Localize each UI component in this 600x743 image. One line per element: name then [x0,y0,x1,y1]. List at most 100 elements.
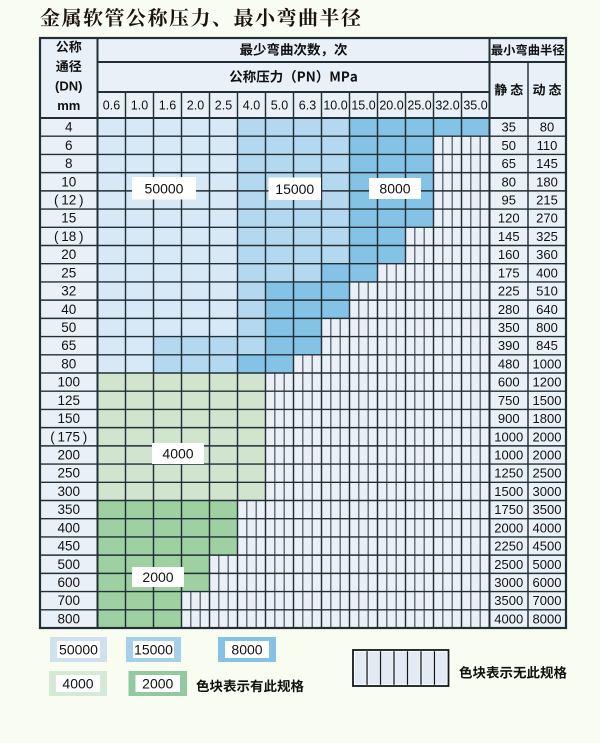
svg-text:4000: 4000 [62,676,93,692]
svg-text:180: 180 [536,174,558,189]
svg-text:40: 40 [61,302,76,317]
svg-text:1250: 1250 [494,466,523,481]
svg-text:350: 350 [57,502,80,517]
svg-text:7000: 7000 [533,593,562,608]
svg-text:( 18 ): ( 18 ) [54,229,83,244]
svg-text:800: 800 [57,611,80,626]
svg-text:700: 700 [57,593,80,608]
svg-text:1.6: 1.6 [159,99,176,113]
svg-text:50000: 50000 [59,642,98,658]
svg-text:2.5: 2.5 [215,99,232,113]
svg-text:800: 800 [536,320,558,335]
svg-text:270: 270 [536,211,558,226]
svg-text:mm: mm [57,98,80,113]
svg-text:110: 110 [537,138,558,153]
svg-text:25.0: 25.0 [407,99,431,113]
svg-text:750: 750 [498,393,520,408]
svg-text:65: 65 [61,338,76,353]
svg-text:280: 280 [498,302,520,317]
svg-text:2000: 2000 [533,429,562,444]
svg-text:160: 160 [498,247,520,262]
svg-text:1500: 1500 [533,393,562,408]
svg-text:0.6: 0.6 [103,99,120,113]
svg-text:4500: 4500 [533,539,562,554]
svg-text:8000: 8000 [379,181,410,197]
svg-text:20: 20 [61,247,76,262]
svg-text:400: 400 [536,265,558,280]
svg-text:15000: 15000 [275,181,314,197]
svg-text:1000: 1000 [494,429,523,444]
svg-text:32: 32 [61,284,76,299]
svg-text:145: 145 [536,156,558,171]
svg-text:1000: 1000 [494,447,523,462]
svg-text:2000: 2000 [142,569,173,585]
svg-text:20.0: 20.0 [379,99,403,113]
svg-text:125: 125 [57,393,80,408]
svg-text:50: 50 [61,320,76,335]
svg-text:450: 450 [57,539,80,554]
svg-text:600: 600 [498,375,520,390]
svg-text:4000: 4000 [533,520,562,535]
svg-text:500: 500 [57,557,80,572]
svg-text:6: 6 [65,138,73,153]
svg-text:175: 175 [498,265,520,280]
svg-text:( 12 ): ( 12 ) [54,192,83,207]
svg-text:480: 480 [498,356,520,371]
svg-text:150: 150 [57,411,80,426]
svg-text:510: 510 [536,284,558,299]
svg-text:845: 845 [536,338,558,353]
svg-text:8000: 8000 [231,642,262,658]
svg-text:2250: 2250 [494,539,523,554]
svg-text:2500: 2500 [494,557,523,572]
svg-text:50000: 50000 [145,180,184,196]
svg-text:2.0: 2.0 [187,99,204,113]
svg-text:1000: 1000 [533,356,562,371]
svg-text:32.0: 32.0 [435,99,459,113]
svg-text:5000: 5000 [533,557,562,572]
svg-text:8000: 8000 [533,611,562,626]
svg-text:1500: 1500 [494,484,523,499]
svg-text:120: 120 [498,211,520,226]
svg-text:80: 80 [61,356,76,371]
svg-text:1.0: 1.0 [131,99,148,113]
svg-text:145: 145 [498,229,520,244]
svg-text:2000: 2000 [494,520,523,535]
svg-text:80: 80 [540,120,554,135]
svg-text:640: 640 [536,302,558,317]
svg-text:600: 600 [57,575,80,590]
svg-text:2000: 2000 [142,676,173,692]
svg-text:900: 900 [498,411,520,426]
svg-text:3000: 3000 [533,484,562,499]
svg-text:225: 225 [498,284,520,299]
svg-text:65: 65 [502,156,516,171]
svg-text:390: 390 [498,338,520,353]
svg-text:4: 4 [65,120,73,135]
svg-text:300: 300 [57,484,80,499]
svg-text:200: 200 [57,447,80,462]
svg-text:350: 350 [498,320,520,335]
svg-text:3000: 3000 [494,575,523,590]
svg-text:1800: 1800 [533,411,562,426]
svg-text:(DN): (DN) [55,79,82,94]
svg-text:3500: 3500 [494,593,523,608]
svg-text:250: 250 [57,466,80,481]
svg-text:100: 100 [57,375,80,390]
svg-text:325: 325 [536,229,558,244]
svg-text:360: 360 [536,247,558,262]
svg-text:35.0: 35.0 [463,99,487,113]
svg-text:35: 35 [502,120,516,135]
svg-text:25: 25 [61,265,76,280]
svg-text:8: 8 [65,156,73,171]
svg-text:2500: 2500 [533,466,562,481]
svg-text:15: 15 [61,211,76,226]
svg-text:15.0: 15.0 [351,99,375,113]
svg-text:4.0: 4.0 [243,99,260,113]
svg-text:80: 80 [502,174,516,189]
svg-text:10: 10 [61,174,76,189]
svg-text:4000: 4000 [162,446,193,462]
svg-text:1750: 1750 [494,502,523,517]
svg-text:50: 50 [502,138,516,153]
svg-text:6000: 6000 [533,575,562,590]
svg-text:215: 215 [536,192,558,207]
svg-text:2000: 2000 [533,447,562,462]
